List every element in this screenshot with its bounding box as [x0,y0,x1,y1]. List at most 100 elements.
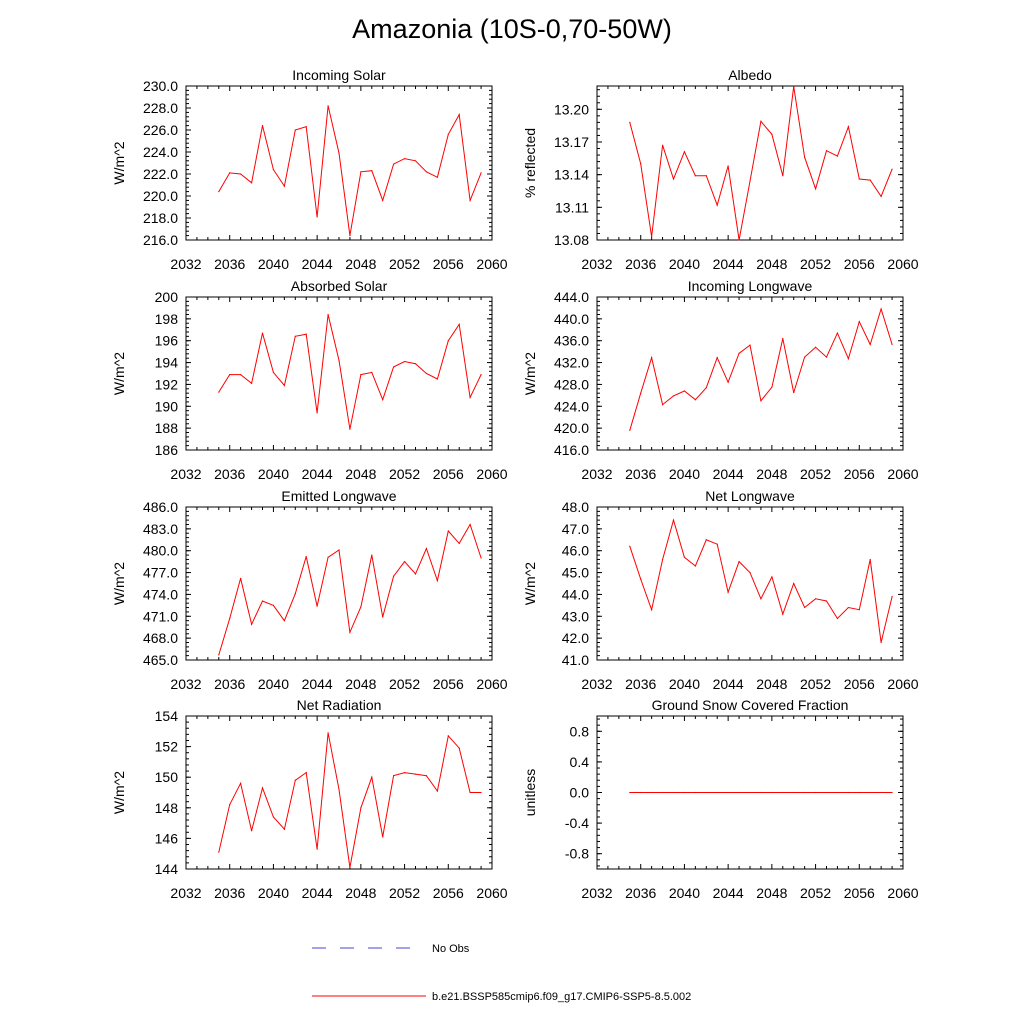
data-point [371,554,373,556]
data-point [749,344,751,346]
y-tick-label: 48.0 [562,499,589,515]
x-tick-label: 2044 [302,676,333,692]
data-point [760,791,762,794]
data-point [360,171,362,173]
x-tick-label: 2048 [345,256,376,272]
data-point [371,371,373,374]
data-point [672,791,675,794]
data-point [782,791,784,794]
data-point [382,199,384,201]
data-point [727,791,729,794]
plot-frame [596,85,904,241]
y-axis-label: W/m^2 [111,771,127,814]
data-point [272,604,275,606]
panel-title: Net Longwave [705,488,795,504]
y-tick-label: 146 [155,830,179,846]
data-point [880,791,882,794]
data-point [250,623,253,625]
data-point [651,609,653,611]
data-point [661,558,664,561]
series-line [629,518,893,643]
y-tick-label: 428.0 [554,376,589,392]
data-point [261,600,264,602]
x-tick-label: 2048 [756,466,787,482]
data-point [847,606,849,609]
y-tick-label: 45.0 [562,565,589,581]
y-tick-label: 226.0 [143,122,178,138]
data-point [458,542,460,545]
series-line [218,105,482,236]
y-tick-label: 13.20 [554,101,589,117]
x-tick-label: 2040 [258,676,289,692]
x-tick-label: 2032 [581,256,612,272]
x-tick-label: 2044 [713,256,744,272]
plot-frame [185,296,493,451]
x-tick-label: 2040 [258,256,289,272]
y-tick-label: 188 [155,420,179,436]
data-point [705,387,707,389]
data-point [847,358,849,360]
x-tick-label: 2056 [433,256,464,272]
y-tick-label: 41.0 [562,652,589,668]
y-tick-label: -0.8 [565,846,589,862]
data-point [738,791,740,794]
y-tick-label: 0.4 [570,754,590,770]
x-tick-label: 2052 [800,256,831,272]
data-point [694,565,696,567]
x-tick-label: 2056 [433,466,464,482]
y-axis-label: W/m^2 [111,141,127,184]
data-point [880,195,882,198]
x-tick-label: 2036 [625,885,656,901]
y-tick-label: 13.11 [555,199,589,215]
y-tick-label: 13.17 [554,134,589,150]
y-tick-label: 486.0 [143,499,178,515]
x-tick-label: 2044 [713,466,744,482]
data-point [250,182,253,184]
y-tick-label: 43.0 [562,608,589,624]
data-point [393,366,395,368]
data-point [880,641,882,644]
panel-albedo: Albedo % reflected 2032 2036 2040 2044 2048 205… [522,67,919,272]
x-tick-label: 2056 [844,256,875,272]
x-tick-label: 2036 [214,885,245,901]
plot-frame [596,506,904,661]
y-tick-label: 154 [155,708,179,724]
data-point [261,332,264,334]
data-point [661,144,664,146]
data-point [403,360,406,363]
data-point [793,582,795,585]
data-point [436,176,438,178]
data-point [414,160,417,162]
data-point [229,804,231,806]
data-point [782,175,784,177]
data-point [683,556,686,558]
legend: No Obs b.e21.BSSP585cmip6.f09_g17.CMIP6-… [312,943,691,1003]
data-point [338,788,340,791]
x-tick-label: 2032 [581,466,612,482]
data-point [814,346,817,348]
data-point [760,400,762,402]
data-point [414,573,417,575]
data-point [640,163,642,165]
x-tick-label: 2048 [345,885,376,901]
x-tick-label: 2036 [214,676,245,692]
data-point [705,175,707,177]
data-point [661,791,664,794]
data-point [316,605,318,607]
data-point [836,155,839,157]
data-point [716,357,718,359]
series-line [218,732,482,868]
data-point [305,126,307,128]
panel-ground-snow-covered-fraction: Ground Snow Covered Fraction unitless 2032… [522,697,919,901]
data-point [240,782,242,784]
data-point [294,335,296,337]
x-tick-label: 2048 [345,676,376,692]
x-tick-label: 2044 [713,885,744,901]
data-point [749,180,751,182]
data-point [738,352,740,354]
data-point [425,775,428,777]
x-tick-label: 2040 [669,676,700,692]
data-point [738,561,740,563]
data-point [360,373,362,376]
x-tick-label: 2044 [713,676,744,692]
